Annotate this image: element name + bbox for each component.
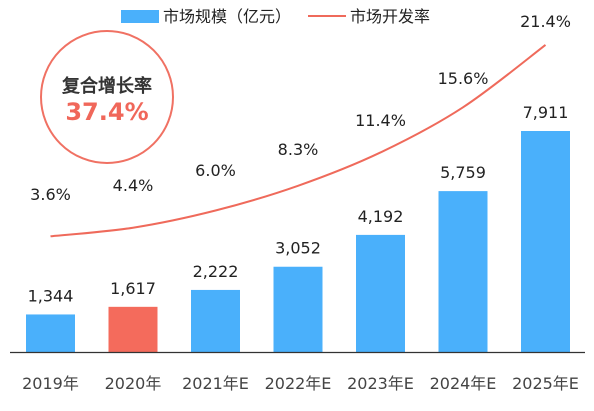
legend-line-label: 市场开发率: [350, 7, 430, 26]
bars: [26, 131, 570, 352]
bar-value-labels: 1,344 1,617 2,222 3,052 4,192 5,759 7,911: [28, 103, 569, 305]
rate-value-label: 6.0%: [195, 161, 236, 180]
cagr-title: 复合增长率: [62, 76, 152, 97]
bar-value-label: 3,052: [275, 239, 321, 258]
x-tick-label: 2024年E: [430, 374, 497, 393]
bar: [108, 306, 158, 352]
rate-value-label: 15.6%: [438, 69, 489, 88]
bar: [438, 191, 488, 352]
bar-value-label: 7,911: [523, 103, 569, 122]
x-tick-label: 2023年E: [347, 374, 414, 393]
rate-value-labels: 3.6% 4.4% 6.0% 8.3% 11.4% 15.6% 21.4%: [30, 12, 571, 204]
rate-line: [50, 44, 547, 238]
bar-value-label: 5,759: [440, 163, 486, 182]
rate-value-label: 3.6%: [30, 185, 71, 204]
x-tick-labels: 2019年 2020年 2021年E 2022年E 2023年E 2024年E 2025年E: [22, 374, 579, 393]
rate-value-label: 11.4%: [355, 111, 406, 130]
bar-value-label: 1,344: [28, 286, 74, 305]
x-tick-label: 2019年: [22, 374, 79, 393]
bar: [273, 266, 323, 352]
bar: [26, 314, 75, 352]
x-tick-label: 2020年: [105, 374, 162, 393]
x-tick-label: 2021年E: [182, 374, 249, 393]
cagr-badge: 复合增长率 37.4%: [40, 30, 174, 164]
bar-value-label: 1,617: [110, 279, 156, 298]
rate-value-label: 4.4%: [113, 176, 154, 195]
x-tick-label: 2025年E: [512, 374, 579, 393]
bar-value-label: 4,192: [358, 207, 404, 226]
cagr-value: 37.4%: [65, 98, 149, 126]
legend-bar-label: 市场规模（亿元）: [163, 7, 291, 26]
rate-line-path: [50, 44, 547, 238]
rate-value-label: 8.3%: [278, 140, 319, 159]
bar-value-label: 2,222: [193, 262, 239, 281]
bar: [191, 289, 240, 352]
legend: 市场规模（亿元） 市场开发率: [121, 7, 430, 26]
bar: [356, 234, 405, 352]
rate-value-label: 21.4%: [520, 12, 571, 31]
legend-bar-swatch: [121, 10, 159, 23]
bar: [521, 131, 570, 352]
x-tick-label: 2022年E: [265, 374, 332, 393]
